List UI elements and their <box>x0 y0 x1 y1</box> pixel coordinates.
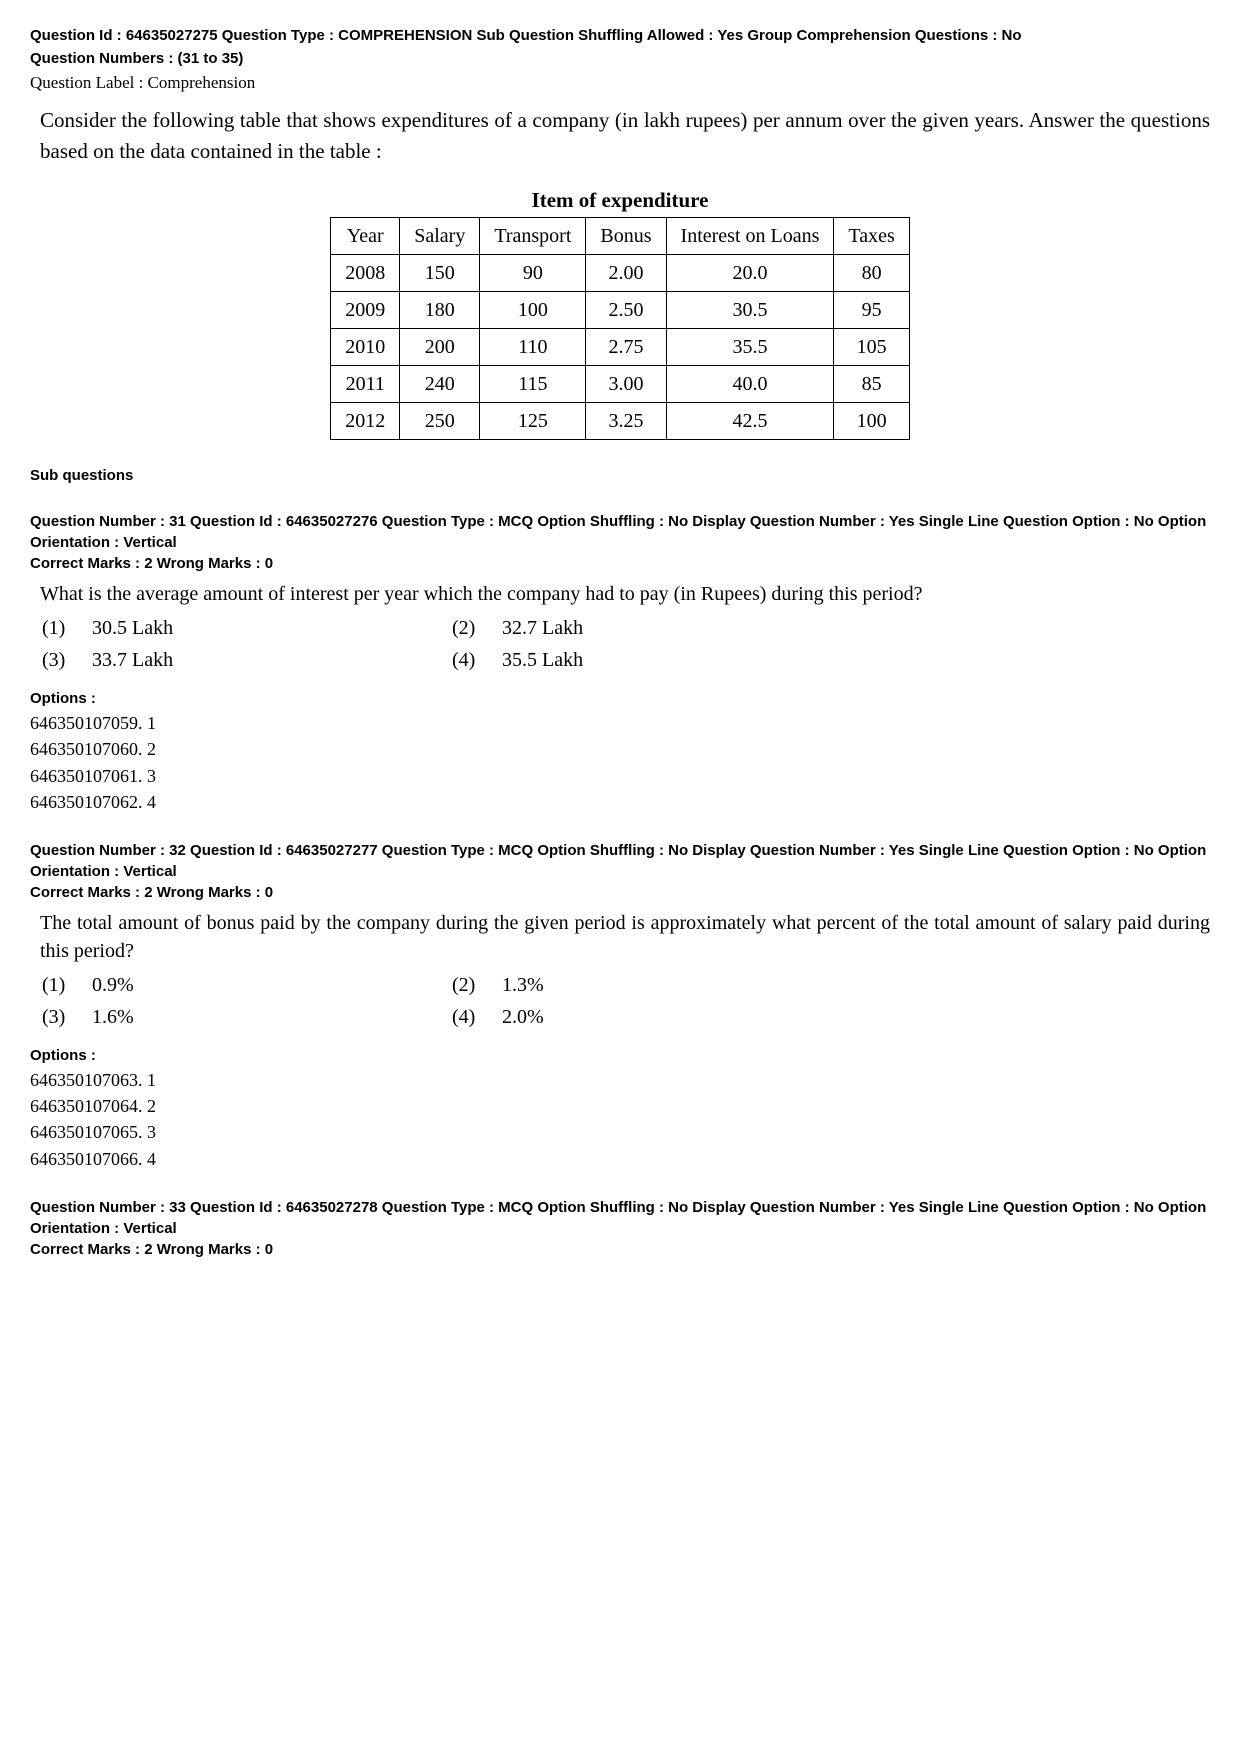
opt-val: 2.0% <box>502 1003 862 1031</box>
opt-num: (1) <box>42 614 92 642</box>
cell: 150 <box>400 255 480 292</box>
q32-text: The total amount of bonus paid by the co… <box>40 909 1210 965</box>
col-salary: Salary <box>400 218 480 255</box>
cell: 100 <box>480 292 586 329</box>
option-id: 646350107066. 4 <box>30 1147 1210 1172</box>
table-row: 2011 240 115 3.00 40.0 85 <box>331 366 910 403</box>
option-id: 646350107063. 1 <box>30 1068 1210 1093</box>
cell: 3.00 <box>586 366 666 403</box>
opt-val: 32.7 Lakh <box>502 614 862 642</box>
q32-options-grid: (1) 0.9% (2) 1.3% (3) 1.6% (4) 2.0% <box>42 971 1210 1031</box>
cell: 2.75 <box>586 329 666 366</box>
opt-num: (3) <box>42 646 92 674</box>
cell: 125 <box>480 403 586 440</box>
opt-num: (2) <box>452 971 502 999</box>
opt-num: (2) <box>452 614 502 642</box>
opt-val: 30.5 Lakh <box>92 614 452 642</box>
cell: 240 <box>400 366 480 403</box>
cell: 105 <box>834 329 909 366</box>
opt-val: 35.5 Lakh <box>502 646 862 674</box>
q31-text: What is the average amount of interest p… <box>40 580 1210 608</box>
table-title: Item of expenditure <box>30 186 1210 215</box>
q32-marks: Correct Marks : 2 Wrong Marks : 0 <box>30 882 1210 903</box>
cell: 3.25 <box>586 403 666 440</box>
table-row: 2008 150 90 2.00 20.0 80 <box>331 255 910 292</box>
cell: 2.00 <box>586 255 666 292</box>
q31-marks: Correct Marks : 2 Wrong Marks : 0 <box>30 553 1210 574</box>
col-transport: Transport <box>480 218 586 255</box>
cell: 90 <box>480 255 586 292</box>
cell: 180 <box>400 292 480 329</box>
table-row: 2009 180 100 2.50 30.5 95 <box>331 292 910 329</box>
cell: 110 <box>480 329 586 366</box>
comprehension-header-line1: Question Id : 64635027275 Question Type … <box>30 25 1210 46</box>
q31-meta: Question Number : 31 Question Id : 64635… <box>30 511 1210 553</box>
col-bonus: Bonus <box>586 218 666 255</box>
col-year: Year <box>331 218 400 255</box>
opt-num: (4) <box>452 1003 502 1031</box>
option-id: 646350107062. 4 <box>30 790 1210 815</box>
option-id: 646350107060. 2 <box>30 737 1210 762</box>
q32-options-label: Options : <box>30 1045 1210 1066</box>
comprehension-header-line2: Question Numbers : (31 to 35) <box>30 48 1210 69</box>
cell: 250 <box>400 403 480 440</box>
opt-val: 33.7 Lakh <box>92 646 452 674</box>
cell: 200 <box>400 329 480 366</box>
cell: 95 <box>834 292 909 329</box>
cell: 35.5 <box>666 329 834 366</box>
option-id: 646350107064. 2 <box>30 1094 1210 1119</box>
opt-val: 0.9% <box>92 971 452 999</box>
cell: 40.0 <box>666 366 834 403</box>
opt-val: 1.6% <box>92 1003 452 1031</box>
table-row: 2010 200 110 2.75 35.5 105 <box>331 329 910 366</box>
col-interest: Interest on Loans <box>666 218 834 255</box>
opt-num: (1) <box>42 971 92 999</box>
q31-options-label: Options : <box>30 688 1210 709</box>
option-id: 646350107059. 1 <box>30 711 1210 736</box>
cell: 85 <box>834 366 909 403</box>
question-label: Question Label : Comprehension <box>30 71 1210 95</box>
q33-meta: Question Number : 33 Question Id : 64635… <box>30 1197 1210 1239</box>
col-taxes: Taxes <box>834 218 909 255</box>
sub-questions-label: Sub questions <box>30 465 1210 486</box>
cell: 2009 <box>331 292 400 329</box>
cell: 20.0 <box>666 255 834 292</box>
cell: 42.5 <box>666 403 834 440</box>
cell: 2012 <box>331 403 400 440</box>
passage-text: Consider the following table that shows … <box>40 105 1210 168</box>
table-header-row: Year Salary Transport Bonus Interest on … <box>331 218 910 255</box>
cell: 80 <box>834 255 909 292</box>
q33-marks: Correct Marks : 2 Wrong Marks : 0 <box>30 1239 1210 1260</box>
cell: 115 <box>480 366 586 403</box>
cell: 100 <box>834 403 909 440</box>
table-row: 2012 250 125 3.25 42.5 100 <box>331 403 910 440</box>
opt-num: (4) <box>452 646 502 674</box>
cell: 2008 <box>331 255 400 292</box>
option-id: 646350107061. 3 <box>30 764 1210 789</box>
cell: 30.5 <box>666 292 834 329</box>
cell: 2010 <box>331 329 400 366</box>
option-id: 646350107065. 3 <box>30 1120 1210 1145</box>
opt-num: (3) <box>42 1003 92 1031</box>
opt-val: 1.3% <box>502 971 862 999</box>
expenditure-table: Year Salary Transport Bonus Interest on … <box>330 217 910 440</box>
q31-options-grid: (1) 30.5 Lakh (2) 32.7 Lakh (3) 33.7 Lak… <box>42 614 1210 674</box>
cell: 2011 <box>331 366 400 403</box>
q32-meta: Question Number : 32 Question Id : 64635… <box>30 840 1210 882</box>
cell: 2.50 <box>586 292 666 329</box>
